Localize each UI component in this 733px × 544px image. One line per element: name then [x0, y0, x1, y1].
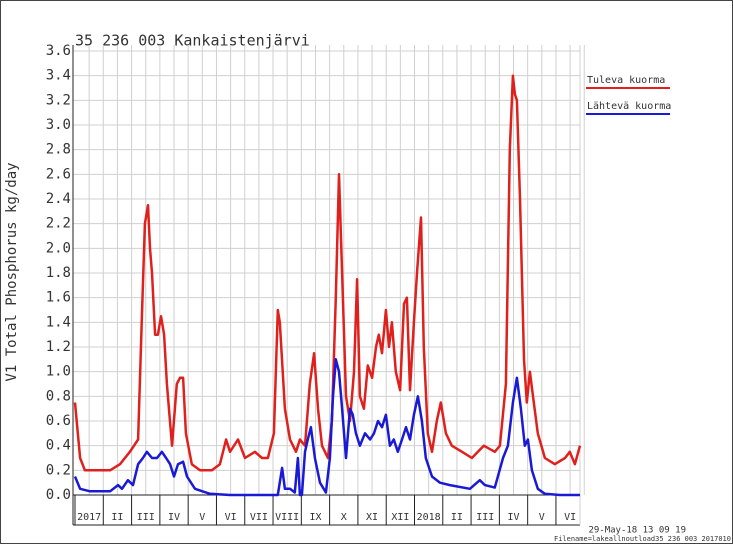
footer-filename: Filename=lakeallnoutload35 236 003 20170…: [554, 535, 731, 543]
y-tick-label: 1.6: [46, 290, 71, 306]
x-tick-label: IX: [309, 512, 321, 523]
x-tick-label: X: [341, 512, 347, 523]
x-tick-label: VI: [225, 512, 237, 523]
y-tick-label: 1.2: [46, 339, 71, 355]
chart-title: 35 236 003 Kankaistenjärvi: [75, 32, 310, 50]
y-tick-label: 2.2: [46, 216, 71, 232]
footer-date: 29-May-18 13 09 19: [588, 526, 686, 536]
x-tick-label: VII: [250, 512, 268, 523]
y-tick-label: 2.8: [46, 142, 71, 158]
y-tick-label: 1.8: [46, 265, 71, 281]
y-tick-label: 0.8: [46, 388, 71, 404]
y-tick-label: 3.6: [46, 43, 71, 59]
y-tick-label: 0.4: [46, 438, 71, 454]
y-tick-label: 1.4: [46, 314, 71, 330]
x-tick-label: XI: [366, 512, 378, 523]
y-tick-label: 1.0: [46, 364, 71, 380]
x-tick-label: IV: [507, 512, 519, 523]
series-line: [73, 358, 580, 497]
x-tick-label: II: [111, 512, 123, 523]
y-tick-label: 2.0: [46, 240, 71, 256]
y-tick-label: 0.6: [46, 413, 71, 429]
x-tick-label: III: [476, 512, 494, 523]
x-tick-label: IV: [168, 512, 180, 523]
x-tick-label: III: [137, 512, 155, 523]
x-tick-label: 2017: [77, 512, 101, 523]
x-tick-label: V: [539, 512, 545, 523]
x-tick-label: XII: [391, 512, 409, 523]
y-tick-label: 2.6: [46, 166, 71, 182]
y-tick-label: 2.4: [46, 191, 71, 207]
y-tick-label: 3.2: [46, 92, 71, 108]
x-tick-label: V: [199, 512, 205, 523]
y-tick-label: 0.0: [46, 487, 71, 503]
y-tick-label: 0.2: [46, 462, 71, 478]
series-line: [73, 74, 582, 472]
y-axis-label: V1 Total Phosphorus kg/day: [4, 162, 20, 381]
y-tick-label: 3.4: [46, 68, 71, 84]
x-tick-label: 2018: [417, 512, 441, 523]
legend-label: Tuleva kuorma: [587, 75, 665, 86]
y-tick-label: 3.0: [46, 117, 71, 133]
x-tick-label: II: [451, 512, 463, 523]
legend-label: Lähtevä kuorma: [587, 101, 671, 112]
x-tick-label: VI: [564, 512, 576, 523]
x-tick-label: VIII: [275, 512, 299, 523]
